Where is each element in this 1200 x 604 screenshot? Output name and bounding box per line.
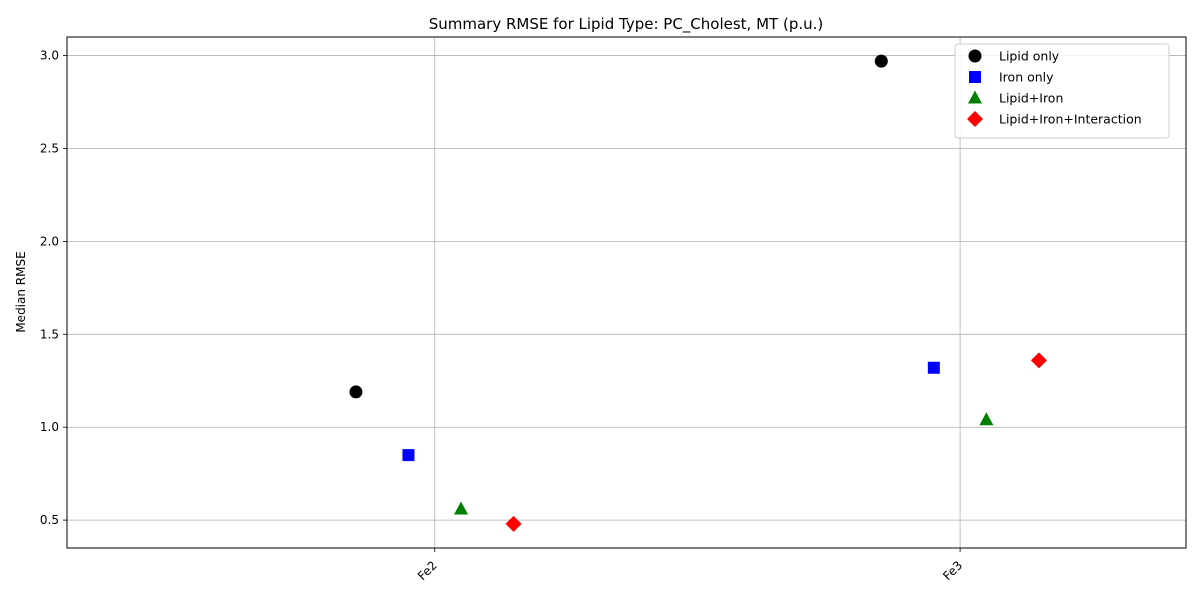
data-point [874, 54, 888, 68]
legend-marker [968, 90, 982, 104]
plot-frame [66, 36, 1187, 549]
y-tick-label: 0.5 [40, 513, 59, 527]
data-point [505, 515, 522, 532]
legend-label: Lipid+Iron+Interaction [999, 112, 1142, 127]
x-tick-label: Fe2 [415, 558, 440, 583]
y-axis-label: Median RMSE [14, 251, 28, 332]
legend-label: Lipid+Iron [999, 91, 1063, 106]
legend-marker [967, 111, 983, 127]
x-tick-label: Fe3 [940, 558, 965, 583]
data-point [1030, 352, 1047, 369]
y-tick-label: 2.0 [40, 234, 59, 248]
chart-title: Summary RMSE for Lipid Type: PC_Cholest,… [429, 15, 824, 34]
legend-marker [969, 71, 981, 83]
data-point [454, 501, 469, 515]
data-point [402, 449, 415, 462]
y-tick-label: 1.0 [40, 420, 59, 434]
legend-box [954, 43, 1170, 139]
data-point [979, 412, 994, 426]
data-point [349, 385, 363, 399]
legend-label: Iron only [999, 70, 1054, 85]
grid-layer [67, 37, 1186, 548]
y-tick-label: 3.0 [40, 49, 59, 63]
legend-marker [968, 49, 982, 63]
y-tick-label: 2.5 [40, 141, 59, 155]
data-point [927, 361, 940, 374]
legend: Lipid only Iron only Lipid+Iron Lipid+Iron+… [954, 43, 1170, 139]
y-tick-label: 1.5 [40, 327, 59, 341]
marks-layer [349, 54, 1047, 532]
legend-label: Lipid only [999, 49, 1060, 64]
ticks-layer: 0.5 1.0 1.5 2.0 2.5 3.0 Fe2 Fe3 [40, 49, 965, 584]
